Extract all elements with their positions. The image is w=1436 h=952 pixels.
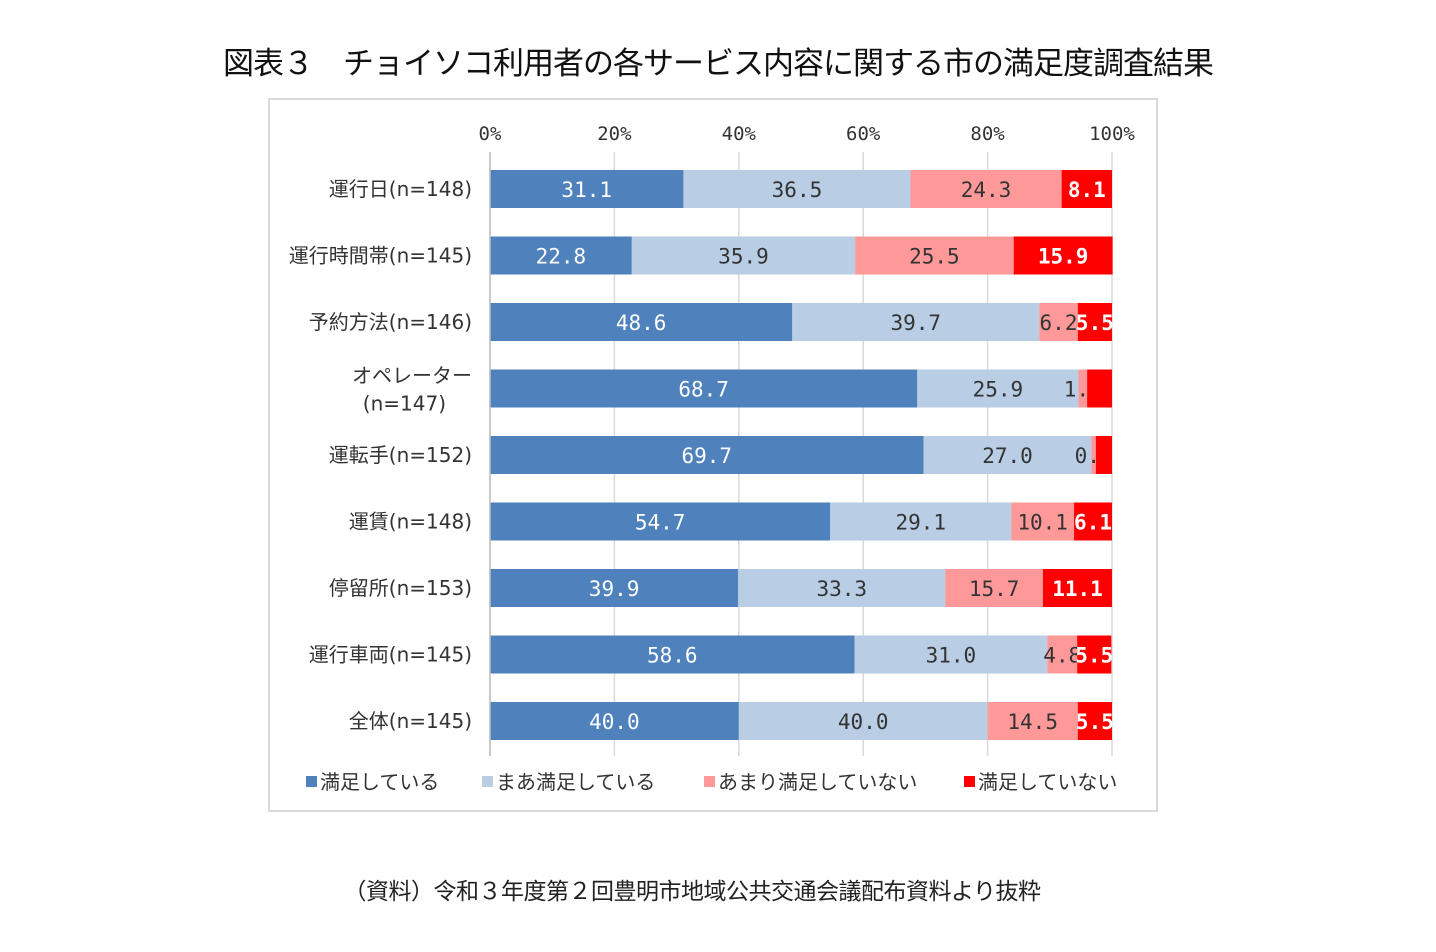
data-label: 69.7 <box>681 444 732 468</box>
data-label: 40.0 <box>838 710 889 734</box>
legend-swatch <box>482 776 493 787</box>
bar-segment <box>490 502 831 541</box>
bar-segment <box>490 635 855 674</box>
data-label: 58.6 <box>647 644 698 668</box>
x-tick-label: 60% <box>846 123 881 145</box>
bar-segment <box>1047 635 1078 674</box>
data-label: 5.5 <box>1076 311 1114 335</box>
bar-segment <box>1077 702 1112 740</box>
category-label: (n=147) <box>363 392 446 416</box>
data-label: 6.1 <box>1074 511 1112 535</box>
bar-segment <box>631 236 856 275</box>
bar-segment <box>855 236 1014 275</box>
data-label: 14.5 <box>1007 710 1058 734</box>
x-tick-label: 20% <box>597 123 632 145</box>
legend-swatch <box>704 776 715 787</box>
bar-segment <box>1061 170 1112 208</box>
bar-segment <box>738 569 946 607</box>
data-label: 40.0 <box>589 710 640 734</box>
data-label: 33.3 <box>816 577 867 601</box>
bar-segment <box>490 702 739 740</box>
bar-segment <box>683 170 911 208</box>
category-label: 予約方法(n=146) <box>309 310 472 334</box>
data-label: 8.1 <box>1068 178 1106 202</box>
legend-swatch <box>306 776 317 787</box>
bar-segment <box>1077 303 1112 341</box>
bar-segment <box>1042 569 1112 607</box>
bar-segment <box>1078 369 1088 408</box>
data-label: 29.1 <box>895 511 946 535</box>
legend-label: 満足していない <box>978 770 1117 794</box>
bar-segment <box>1039 303 1078 341</box>
data-label: 31.0 <box>926 644 977 668</box>
bar-segment <box>738 702 988 740</box>
bar-segment <box>490 236 632 275</box>
bar-segment <box>917 369 1079 408</box>
legend-swatch <box>964 776 975 787</box>
data-label: 11.1 <box>1052 577 1103 601</box>
data-label: 24.3 <box>961 178 1012 202</box>
data-label: 27.0 <box>982 444 1033 468</box>
legend-label: 満足している <box>320 770 439 794</box>
category-label: 運賃(n=148) <box>349 510 472 534</box>
bar-segment <box>1077 635 1112 674</box>
x-tick-label: 0% <box>479 123 502 145</box>
data-label: 25.5 <box>909 245 960 269</box>
data-label: 10.1 <box>1017 511 1068 535</box>
data-label: 39.9 <box>589 577 640 601</box>
category-label: 停留所(n=153) <box>329 576 472 600</box>
data-label: 15.7 <box>969 577 1020 601</box>
bar-segment <box>910 170 1062 208</box>
data-label: 5.5 <box>1075 644 1113 668</box>
data-label: 36.5 <box>772 178 823 202</box>
data-label: 68.7 <box>678 378 729 402</box>
category-label: 運行車両(n=145) <box>309 643 472 667</box>
data-label: 25.9 <box>973 378 1024 402</box>
stacked-bar-chart: 0% 20% 40% 60% 80% 100% 運行日(n=148) 31.1 36.5 24.3… <box>289 123 1136 794</box>
data-label: 35.9 <box>718 245 769 269</box>
chart-frame: 0% 20% 40% 60% 80% 100% 運行日(n=148) 31.1 36.5 24.3… <box>268 98 1158 812</box>
data-label: 39.7 <box>890 311 941 335</box>
data-label: 5.5 <box>1076 710 1114 734</box>
bar-segment <box>1087 369 1112 408</box>
figure-title: 図表３ チョイソコ利用者の各サービス内容に関する市の満足度調査結果 <box>223 46 1214 82</box>
bar-segment <box>945 569 1043 607</box>
data-label: 15.9 <box>1038 245 1089 269</box>
x-tick-label: 100% <box>1089 123 1135 145</box>
bar-segment <box>1011 502 1075 541</box>
source-note: （資料）令和３年度第２回豊明市地域公共交通会議配布資料より抜粋 <box>343 879 1041 905</box>
x-tick-label: 80% <box>970 123 1005 145</box>
data-label: 22.8 <box>536 245 587 269</box>
bar-segment <box>490 369 918 408</box>
category-label: 運行時間帯(n=145) <box>289 244 472 268</box>
category-label: 全体(n=145) <box>349 709 472 733</box>
bar-segment <box>490 170 684 208</box>
bar-segment <box>854 635 1048 674</box>
category-label: オペレーター <box>352 364 472 388</box>
x-tick-label: 40% <box>722 123 757 145</box>
bar-segment <box>830 502 1012 541</box>
category-label: 運転手(n=152) <box>329 443 472 467</box>
legend-label: まあ満足している <box>496 770 655 794</box>
data-label: 54.7 <box>635 511 686 535</box>
bar-segment <box>987 702 1078 740</box>
data-label: 6.2 <box>1040 311 1078 335</box>
bar-segment <box>792 303 1040 341</box>
data-label: 31.1 <box>561 178 612 202</box>
bar-segment <box>490 303 793 341</box>
bar-segment <box>1013 236 1113 275</box>
data-label: 4.8 <box>1043 644 1081 668</box>
data-label: 48.6 <box>616 311 667 335</box>
bar-segment <box>1095 436 1112 474</box>
bar-segment <box>490 569 739 607</box>
bar-segment <box>923 436 1092 474</box>
category-label: 運行日(n=148) <box>329 177 472 201</box>
bar-segment <box>1091 436 1096 474</box>
bar-segment <box>1074 502 1112 541</box>
legend-label: あまり満足していない <box>718 770 917 794</box>
bar-segment <box>490 436 924 474</box>
